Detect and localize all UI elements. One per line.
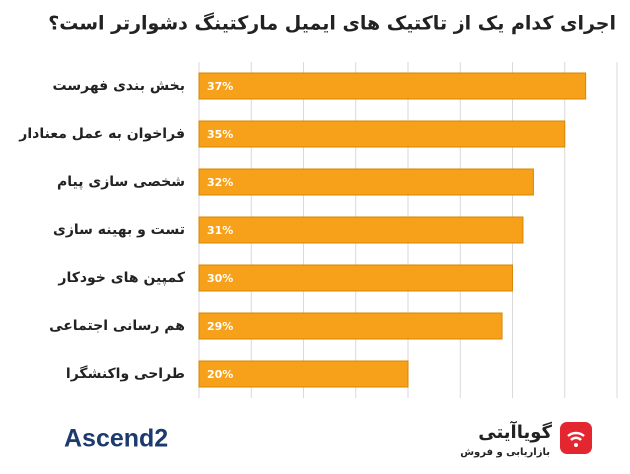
value-label: 20% (207, 368, 233, 381)
value-label: 32% (207, 176, 233, 189)
bar (198, 312, 503, 340)
value-label: 37% (207, 80, 233, 93)
y-tick-label: فراخوان به عمل معنادار (18, 126, 185, 142)
bar (198, 168, 534, 196)
value-label: 31% (207, 224, 233, 237)
y-tick-label: طراحی واکنشگرا (66, 365, 185, 382)
value-label: 35% (207, 128, 233, 141)
bar (198, 120, 566, 148)
logo-left: Ascend2 (64, 425, 168, 453)
logo-icon-wave (567, 431, 585, 441)
bar (198, 360, 409, 388)
chart-title: اجرای کدام یک از تاکتیک های ایمیل مارکتی… (48, 12, 616, 35)
y-tick-label: تست و بهینه سازی (53, 222, 185, 238)
logo-right-subtitle: بازاریابی و فروش (460, 447, 550, 458)
value-label: 30% (207, 272, 233, 285)
bar (198, 216, 524, 244)
y-tick-label: کمپین های خودکار (57, 270, 185, 286)
logo-icon-dot (574, 443, 578, 447)
value-label: 29% (207, 320, 233, 333)
bar (198, 264, 513, 292)
y-tick-label: هم رسانی اجتماعی (49, 318, 185, 334)
logo-icon (560, 422, 592, 454)
y-tick-label: شخصی سازی پیام (57, 174, 185, 190)
y-tick-label: بخش بندی فهرست (53, 78, 185, 94)
logo-right: گویاآیتی (478, 420, 552, 443)
bar (198, 72, 587, 100)
